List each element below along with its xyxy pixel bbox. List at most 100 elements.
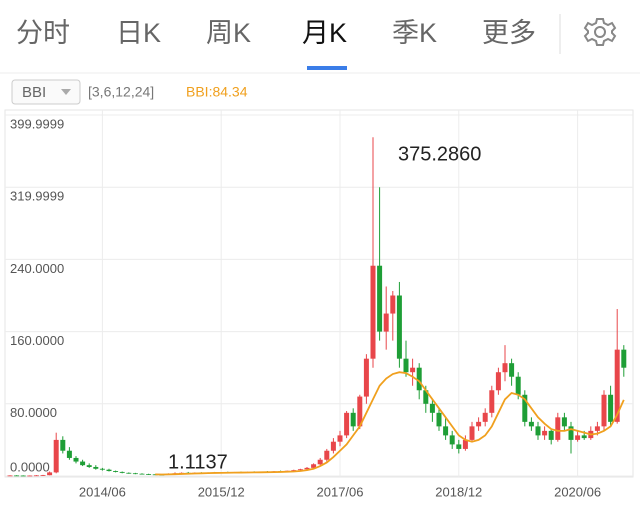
candle-body <box>344 412 350 436</box>
candle-body <box>337 435 343 442</box>
candle-body <box>469 426 475 440</box>
candle-body <box>482 412 488 422</box>
candle-body <box>555 417 561 440</box>
candle-body <box>423 390 429 404</box>
candle-body <box>73 457 79 462</box>
candle-body <box>370 265 376 359</box>
y-tick-label: 319.9999 <box>10 189 64 204</box>
candle-body <box>495 372 501 391</box>
candle-body <box>7 475 13 477</box>
candle-body <box>304 467 310 470</box>
candle-body <box>14 475 20 477</box>
chart-frame <box>4 109 634 478</box>
candle-body <box>113 471 119 472</box>
candle-body <box>568 426 574 440</box>
candle-body <box>66 450 72 458</box>
candle-body <box>27 475 33 477</box>
candle-body <box>297 469 303 471</box>
candle-body <box>403 358 409 373</box>
candle-body <box>86 465 92 467</box>
y-tick-label: 160.0000 <box>10 333 64 348</box>
candle-body <box>542 430 548 436</box>
gear-outline <box>583 18 617 46</box>
candle-body <box>47 472 53 476</box>
candle-body <box>489 390 495 413</box>
candle-body <box>608 394 614 422</box>
candle-body <box>548 430 554 440</box>
tab[interactable]: 日K <box>116 18 161 48</box>
candle-body <box>621 349 627 368</box>
dropdown-arrow <box>61 89 71 95</box>
candle-body <box>535 426 541 436</box>
bbi-line <box>155 371 625 476</box>
settings-icon[interactable] <box>583 18 617 46</box>
x-tick-label: 2020/06 <box>554 484 601 499</box>
candle-body <box>456 444 462 449</box>
candle-body <box>502 363 508 373</box>
x-tick-label: 2018/12 <box>435 484 482 499</box>
indicator-dropdown[interactable] <box>11 79 81 105</box>
candle-body <box>476 421 482 427</box>
candle-body <box>509 363 515 377</box>
tab[interactable]: 季K <box>392 18 437 48</box>
candle-body <box>390 295 396 314</box>
tab[interactable]: 周K <box>206 18 251 48</box>
min-annotation: 1.1137 <box>168 451 228 473</box>
tab[interactable]: 更多 <box>482 18 536 48</box>
candle-body <box>291 470 297 471</box>
x-tick-label: 2017/06 <box>317 484 364 499</box>
max-annotation: 375.2860 <box>398 143 481 165</box>
candle-body <box>449 435 455 445</box>
candle-body <box>575 435 581 440</box>
indicator-value: BBI:84.34 <box>186 84 248 100</box>
indicator-params: [3,6,12,24] <box>88 84 154 100</box>
tab-underline <box>307 66 347 70</box>
candle-body <box>383 313 389 332</box>
y-tick-label: 399.9999 <box>10 116 64 131</box>
candle-body <box>311 464 317 468</box>
candle-body <box>443 426 449 436</box>
x-tick-label: 2015/12 <box>198 484 245 499</box>
candle-body <box>93 466 99 469</box>
candle-body <box>528 421 534 427</box>
indicator-name: BBI <box>22 84 46 101</box>
candle-body <box>33 475 39 477</box>
candle-body <box>561 417 567 427</box>
candle-body <box>581 435 587 439</box>
tab[interactable]: 月K <box>302 18 347 48</box>
candle-body <box>324 450 330 460</box>
candle-body <box>40 475 46 476</box>
candle-body <box>53 439 59 473</box>
candle-body <box>119 471 125 473</box>
candle-body <box>357 396 363 427</box>
x-tick-label: 2014/06 <box>79 484 126 499</box>
candle-body <box>20 475 26 477</box>
candle-body <box>363 358 369 397</box>
candle-body <box>462 439 468 449</box>
candle-body <box>126 472 132 474</box>
candle-body <box>410 367 416 373</box>
candle-body <box>436 412 442 427</box>
candle-body <box>106 469 112 472</box>
candle-body <box>139 473 145 475</box>
candle-body <box>132 473 138 475</box>
candle-body <box>99 468 105 470</box>
candle-body <box>60 439 66 451</box>
candle-body <box>594 426 600 431</box>
y-tick-label: 0.0000 <box>10 459 50 474</box>
candle-body <box>522 394 528 422</box>
candle-body <box>377 265 383 332</box>
tab[interactable]: 分时 <box>16 18 70 48</box>
candle-body <box>317 459 323 465</box>
candle-body <box>515 376 521 395</box>
candle-body <box>146 474 152 475</box>
candle-body <box>350 412 356 427</box>
candle-body <box>80 461 86 466</box>
candle-body <box>614 349 620 422</box>
candle-body <box>429 403 435 413</box>
gear-center <box>594 26 606 38</box>
y-tick-label: 240.0000 <box>10 261 64 276</box>
candle-body <box>396 295 402 359</box>
